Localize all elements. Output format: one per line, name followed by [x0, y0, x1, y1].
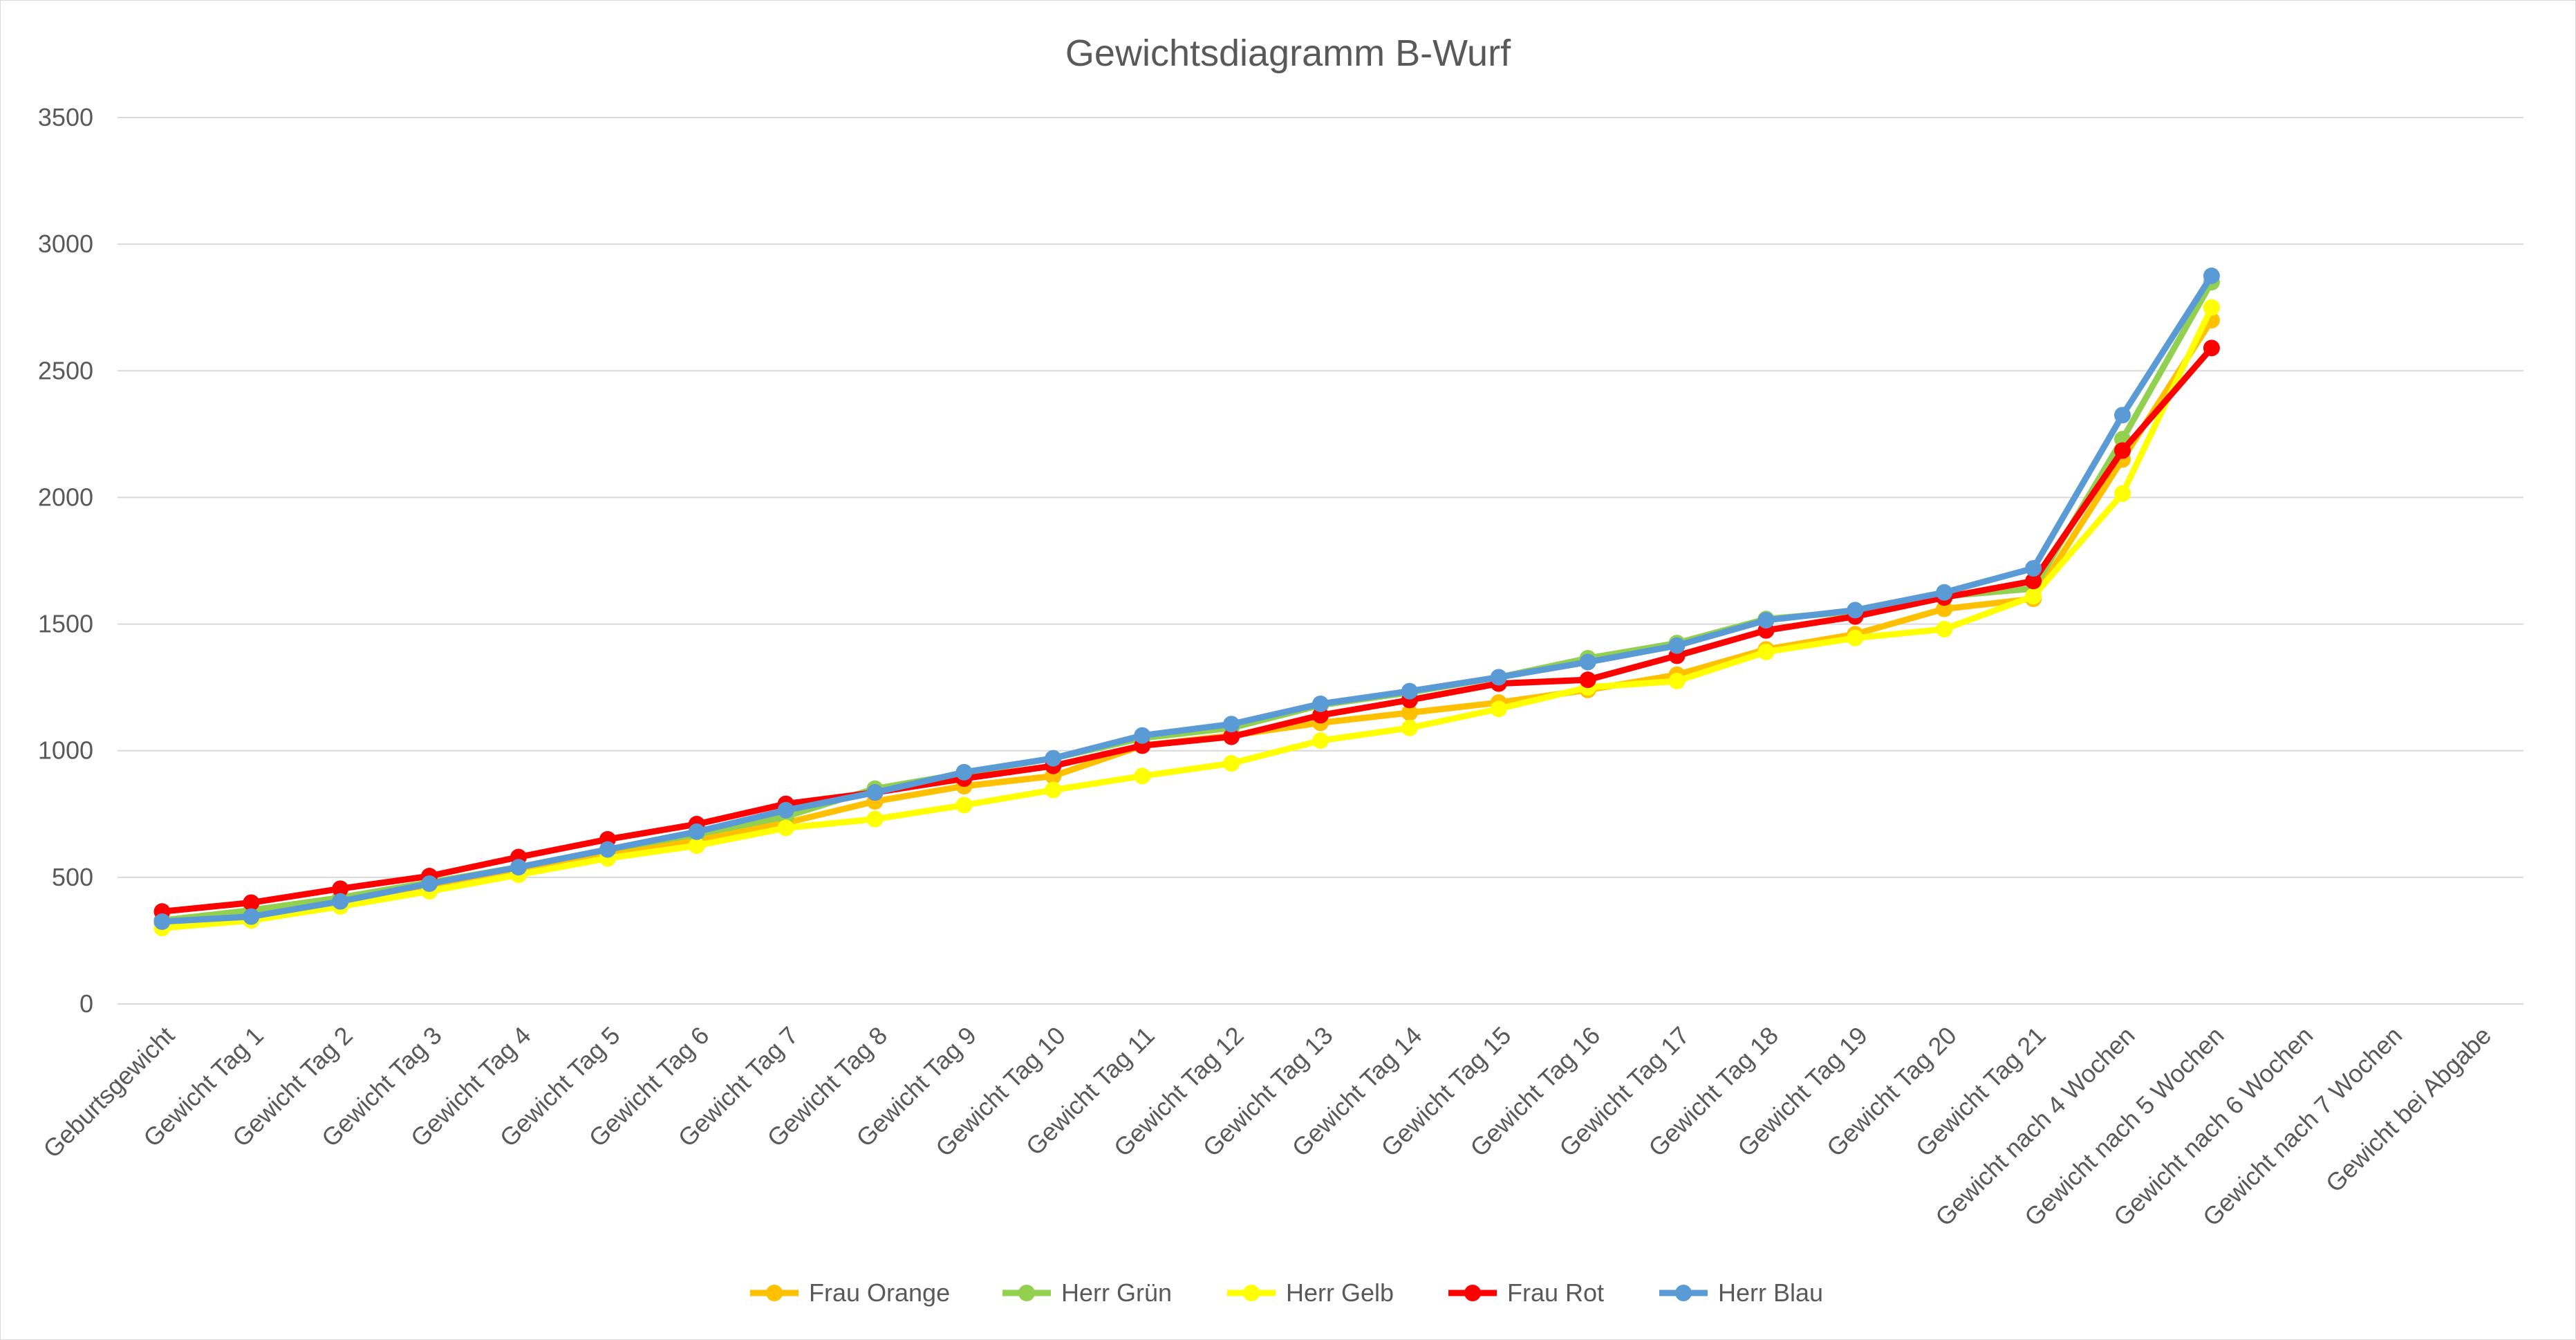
data-point	[1045, 750, 1062, 767]
y-tick-label: 2500	[38, 356, 93, 384]
data-point	[2114, 485, 2131, 502]
data-point	[1401, 682, 1418, 700]
series-line	[158, 304, 2215, 931]
legend-label: Frau Rot	[1507, 1278, 1604, 1307]
data-point	[332, 893, 349, 910]
y-tick-label: 3500	[38, 103, 93, 131]
legend-item: Herr Blau	[1659, 1278, 1823, 1307]
data-point	[510, 859, 527, 876]
legend-item: Herr Gelb	[1227, 1278, 1394, 1307]
data-point	[243, 908, 260, 925]
data-point	[1134, 767, 1151, 785]
data-point	[1223, 755, 1240, 772]
data-point	[955, 797, 973, 814]
legend-swatch-marker	[766, 1285, 783, 1301]
y-tick-label: 3000	[38, 230, 93, 258]
legend-label: Herr Blau	[1718, 1278, 1823, 1307]
data-point	[1936, 620, 1953, 638]
y-axis: 0 500 1000 1500 2000 2500 3000 3500	[38, 103, 93, 1018]
legend-swatch-marker	[1675, 1285, 1692, 1301]
data-point	[1668, 672, 1686, 689]
series-line	[158, 272, 2215, 925]
data-point	[2114, 407, 2131, 424]
data-point	[1579, 671, 1596, 689]
data-point	[153, 913, 171, 930]
data-point	[1045, 781, 1062, 799]
data-point	[421, 875, 438, 893]
data-point	[1847, 602, 1864, 619]
data-point	[1668, 637, 1686, 654]
data-point	[688, 837, 705, 855]
data-point	[1936, 584, 1953, 601]
data-point	[1847, 629, 1864, 646]
data-point	[2025, 588, 2042, 605]
chart-title: Gewichtsdiagramm B-Wurf	[1065, 32, 1511, 74]
y-tick-label: 1500	[38, 610, 93, 638]
data-point	[777, 819, 794, 837]
legend-item: Frau Rot	[1448, 1278, 1604, 1307]
data-point	[955, 763, 973, 781]
data-point	[866, 784, 884, 801]
data-point	[866, 810, 884, 828]
legend-label: Herr Gelb	[1286, 1278, 1394, 1307]
data-point	[2203, 267, 2220, 284]
legend-swatch-marker	[1243, 1285, 1260, 1301]
data-point	[777, 801, 794, 819]
data-point	[1401, 704, 1418, 721]
data-point	[2025, 573, 2042, 590]
legend-item: Frau Orange	[750, 1278, 950, 1307]
data-point	[599, 841, 616, 858]
legend-swatch-marker	[1018, 1285, 1035, 1301]
data-point	[1223, 728, 1240, 745]
data-point	[2203, 299, 2220, 316]
legend-swatch-marker	[1464, 1285, 1481, 1301]
series-lines	[153, 267, 2220, 937]
series-line	[158, 317, 2215, 927]
y-tick-label: 0	[80, 989, 93, 1018]
data-point	[1312, 732, 1329, 750]
data-point	[1936, 600, 1953, 617]
data-point	[2114, 442, 2131, 459]
legend: Frau Orange Herr Grün Herr Gelb Frau Rot Her…	[750, 1278, 1823, 1307]
data-point	[1134, 727, 1151, 744]
data-point	[1312, 707, 1329, 724]
data-point	[1579, 653, 1596, 671]
data-point	[688, 823, 705, 840]
data-point	[1757, 643, 1775, 660]
series-4	[153, 267, 2220, 930]
data-point	[2203, 339, 2220, 357]
y-tick-label: 1000	[38, 736, 93, 765]
data-point	[1223, 716, 1240, 733]
series-0	[153, 312, 2220, 931]
y-tick-label: 500	[52, 863, 93, 891]
data-point	[1757, 612, 1775, 629]
series-line	[158, 344, 2215, 915]
y-tick-label: 2000	[38, 483, 93, 511]
data-point	[1312, 695, 1329, 712]
legend-label: Frau Orange	[809, 1278, 950, 1307]
legend-item: Herr Grün	[1002, 1278, 1172, 1307]
data-point	[1490, 669, 1507, 686]
data-point	[2025, 559, 2042, 577]
data-point	[243, 894, 260, 911]
legend-label: Herr Grün	[1061, 1278, 1172, 1307]
data-point	[1490, 700, 1507, 718]
x-tick-label: Gewicht bei Abgabe	[2320, 1021, 2496, 1198]
data-point	[1401, 719, 1418, 736]
data-point	[332, 880, 349, 897]
